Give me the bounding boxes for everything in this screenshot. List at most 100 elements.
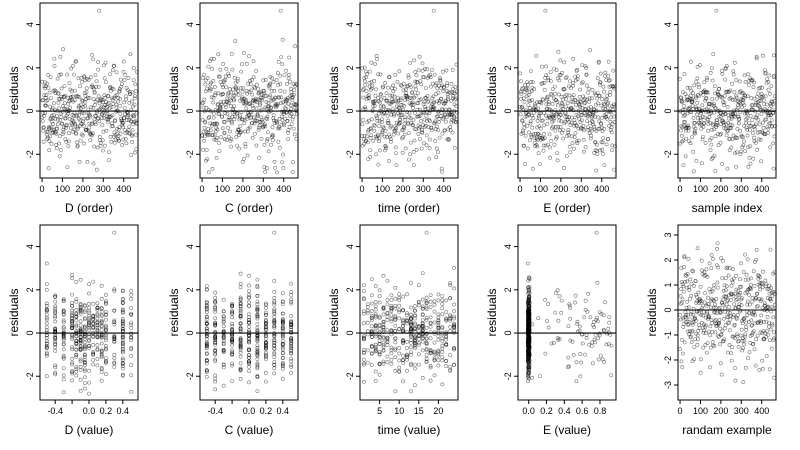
data-point: [289, 320, 294, 324]
data-point: [70, 316, 75, 320]
data-point: [276, 139, 281, 144]
data-point: [526, 354, 531, 359]
data-point: [563, 104, 568, 109]
data-point: [243, 141, 248, 146]
data-point: [130, 90, 135, 95]
data-point: [284, 106, 288, 111]
data-point: [400, 150, 405, 155]
data-point: [129, 338, 134, 343]
data-point: [118, 97, 123, 101]
data-point: [604, 112, 609, 117]
data-point: [81, 116, 86, 121]
data-point: [360, 134, 364, 139]
data-point: [680, 337, 685, 342]
data-point: [87, 380, 91, 385]
data-point: [221, 365, 226, 370]
data-point: [59, 72, 63, 77]
data-point: [256, 90, 261, 95]
data-point: [416, 342, 421, 347]
data-point: [537, 114, 541, 118]
data-point: [432, 309, 437, 314]
data-point: [378, 72, 383, 77]
data-point: [737, 292, 742, 297]
data-point: [692, 169, 696, 174]
data-point: [528, 119, 533, 124]
data-point: [289, 330, 294, 335]
data-point: [740, 105, 744, 110]
data-point: [104, 360, 108, 365]
data-point: [695, 93, 700, 97]
x-tick-label: 300: [734, 184, 749, 194]
data-point: [87, 318, 91, 323]
data-point: [573, 293, 578, 298]
data-point: [432, 352, 437, 357]
data-point: [221, 297, 226, 302]
data-point: [367, 69, 372, 74]
data-point: [255, 312, 260, 317]
data-point: [212, 85, 217, 89]
data-point: [424, 346, 429, 351]
data-point: [78, 330, 83, 335]
data-point: [132, 96, 137, 101]
data-point: [424, 348, 429, 353]
data-point: [586, 90, 591, 95]
data-point: [391, 99, 396, 104]
data-point: [373, 330, 378, 335]
y-tick-label: -2: [25, 150, 35, 158]
data-point: [420, 321, 425, 326]
data-point: [234, 134, 239, 139]
data-point: [369, 344, 374, 349]
data-point: [251, 59, 256, 64]
data-point: [448, 112, 452, 117]
data-point: [772, 134, 777, 139]
data-point: [527, 106, 532, 110]
data-point: [558, 125, 563, 129]
data-point: [213, 352, 218, 357]
data-point: [530, 125, 535, 130]
data-point: [713, 106, 718, 111]
data-point: [440, 358, 445, 363]
plot-frame: [39, 2, 139, 179]
data-point: [378, 100, 382, 105]
data-point: [373, 334, 378, 339]
data-point: [768, 91, 772, 96]
data-point: [229, 144, 234, 149]
data-point: [281, 166, 286, 170]
data-point: [724, 302, 729, 307]
data-point: [279, 55, 284, 60]
data-point: [377, 119, 382, 124]
data-point: [240, 159, 245, 164]
data-point: [365, 308, 370, 313]
data-point: [213, 320, 218, 325]
data-point: [683, 120, 687, 124]
data-point: [247, 360, 251, 365]
data-point: [101, 148, 105, 153]
data-point: [684, 305, 689, 310]
data-point: [544, 102, 549, 106]
data-point: [723, 276, 728, 281]
data-point: [223, 74, 228, 79]
data-point: [454, 104, 459, 109]
data-point: [377, 124, 382, 129]
data-point: [548, 70, 553, 75]
data-point: [721, 112, 725, 117]
data-point: [213, 295, 218, 300]
data-point: [610, 148, 614, 153]
data-point: [432, 121, 437, 126]
data-point: [44, 374, 49, 379]
data-point: [235, 111, 240, 116]
data-point: [361, 350, 366, 355]
data-point: [728, 88, 733, 93]
data-point: [120, 356, 125, 361]
data-point: [204, 307, 209, 312]
data-point: [740, 321, 745, 326]
data-point: [204, 105, 209, 110]
data-point: [226, 125, 230, 130]
data-point: [389, 298, 394, 302]
data-point: [749, 276, 753, 281]
data-point: [744, 120, 748, 125]
data-point: [425, 67, 430, 72]
data-point: [689, 281, 694, 286]
data-point: [744, 320, 749, 325]
